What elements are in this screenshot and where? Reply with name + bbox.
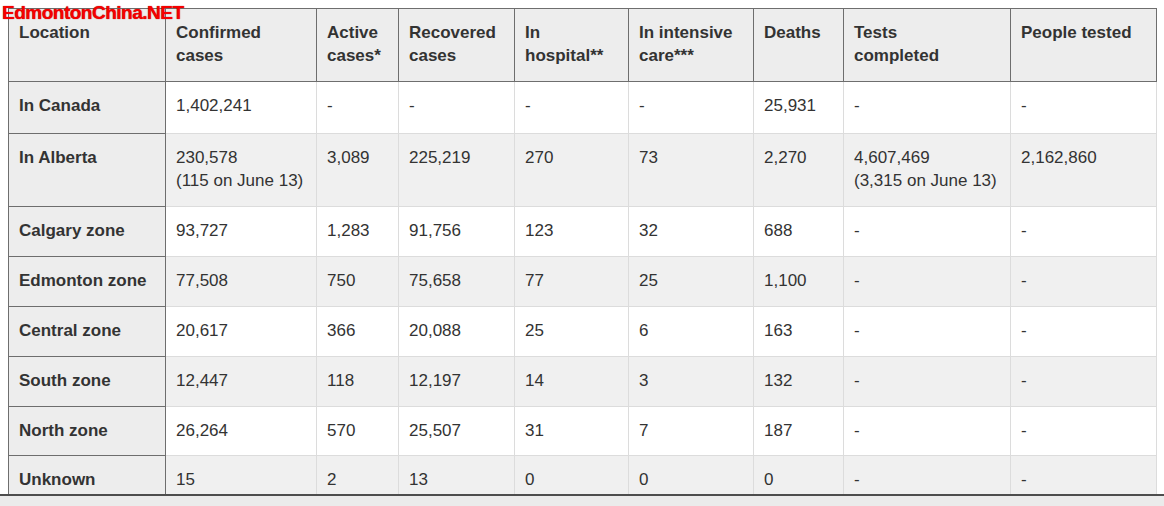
data-cell: 270: [515, 133, 629, 206]
page: EdmontonChina.NET LocationConfirmed case…: [0, 0, 1164, 506]
column-header: Tests completed: [844, 9, 1011, 82]
data-cell: 3: [629, 356, 754, 406]
column-header: Active cases*: [317, 9, 399, 82]
bottom-strip: [0, 494, 1164, 506]
data-cell: 25: [515, 306, 629, 356]
data-cell: -: [629, 81, 754, 133]
data-cell: 132: [754, 356, 844, 406]
data-cell: 31: [515, 406, 629, 456]
column-header: People tested: [1011, 9, 1157, 82]
data-cell: -: [1011, 256, 1157, 306]
data-cell: 366: [317, 306, 399, 356]
data-cell: 4,607,469 (3,315 on June 13): [844, 133, 1011, 206]
data-cell: 187: [754, 406, 844, 456]
table-row: In Canada1,402,241----25,931--: [9, 81, 1157, 133]
covid-stats-table: LocationConfirmed casesActive cases*Reco…: [8, 8, 1157, 506]
data-cell: 32: [629, 206, 754, 256]
column-header: In hospital**: [515, 9, 629, 82]
data-cell: 1,283: [317, 206, 399, 256]
data-cell: 123: [515, 206, 629, 256]
data-cell: 163: [754, 306, 844, 356]
data-cell: -: [1011, 356, 1157, 406]
data-cell: 1,100: [754, 256, 844, 306]
row-header-cell: Edmonton zone: [9, 256, 166, 306]
data-cell: -: [399, 81, 515, 133]
data-cell: 1,402,241: [166, 81, 317, 133]
data-cell: -: [844, 356, 1011, 406]
data-cell: -: [844, 81, 1011, 133]
column-header: In intensive care***: [629, 9, 754, 82]
data-cell: 230,578 (115 on June 13): [166, 133, 317, 206]
data-cell: 77,508: [166, 256, 317, 306]
data-cell: 14: [515, 356, 629, 406]
data-cell: 750: [317, 256, 399, 306]
data-cell: 6: [629, 306, 754, 356]
row-header-cell: North zone: [9, 406, 166, 456]
column-header: Confirmed cases: [166, 9, 317, 82]
data-cell: -: [515, 81, 629, 133]
data-cell: 12,197: [399, 356, 515, 406]
data-cell: 7: [629, 406, 754, 456]
row-header-cell: In Canada: [9, 81, 166, 133]
data-cell: 25,507: [399, 406, 515, 456]
data-cell: 20,088: [399, 306, 515, 356]
data-cell: 73: [629, 133, 754, 206]
data-cell: -: [844, 256, 1011, 306]
data-cell: -: [1011, 206, 1157, 256]
column-header: Deaths: [754, 9, 844, 82]
data-cell: -: [844, 206, 1011, 256]
table-row: South zone12,44711812,197143132--: [9, 356, 1157, 406]
data-cell: 26,264: [166, 406, 317, 456]
data-cell: 91,756: [399, 206, 515, 256]
data-cell: 570: [317, 406, 399, 456]
data-cell: 2,162,860: [1011, 133, 1157, 206]
data-cell: 118: [317, 356, 399, 406]
data-cell: 75,658: [399, 256, 515, 306]
data-cell: 25,931: [754, 81, 844, 133]
data-cell: 12,447: [166, 356, 317, 406]
data-cell: 2,270: [754, 133, 844, 206]
data-cell: 93,727: [166, 206, 317, 256]
row-header-cell: Central zone: [9, 306, 166, 356]
table-row: North zone26,26457025,507317187--: [9, 406, 1157, 456]
data-cell: -: [317, 81, 399, 133]
data-cell: 20,617: [166, 306, 317, 356]
data-cell: -: [844, 406, 1011, 456]
column-header: Recovered cases: [399, 9, 515, 82]
table-row: In Alberta230,578 (115 on June 13)3,0892…: [9, 133, 1157, 206]
table-row: Calgary zone93,7271,28391,75612332688--: [9, 206, 1157, 256]
data-cell: 225,219: [399, 133, 515, 206]
watermark-text: EdmontonChina.NET: [2, 2, 183, 24]
table-row: Edmonton zone77,50875075,65877251,100--: [9, 256, 1157, 306]
data-cell: -: [844, 306, 1011, 356]
table-row: Central zone20,61736620,088256163--: [9, 306, 1157, 356]
row-header-cell: In Alberta: [9, 133, 166, 206]
row-header-cell: South zone: [9, 356, 166, 406]
row-header-cell: Calgary zone: [9, 206, 166, 256]
data-cell: 25: [629, 256, 754, 306]
data-cell: 3,089: [317, 133, 399, 206]
data-cell: -: [1011, 306, 1157, 356]
table-body: In Canada1,402,241----25,931--In Alberta…: [9, 81, 1157, 506]
data-cell: 77: [515, 256, 629, 306]
data-cell: -: [1011, 406, 1157, 456]
data-cell: -: [1011, 81, 1157, 133]
data-cell: 688: [754, 206, 844, 256]
